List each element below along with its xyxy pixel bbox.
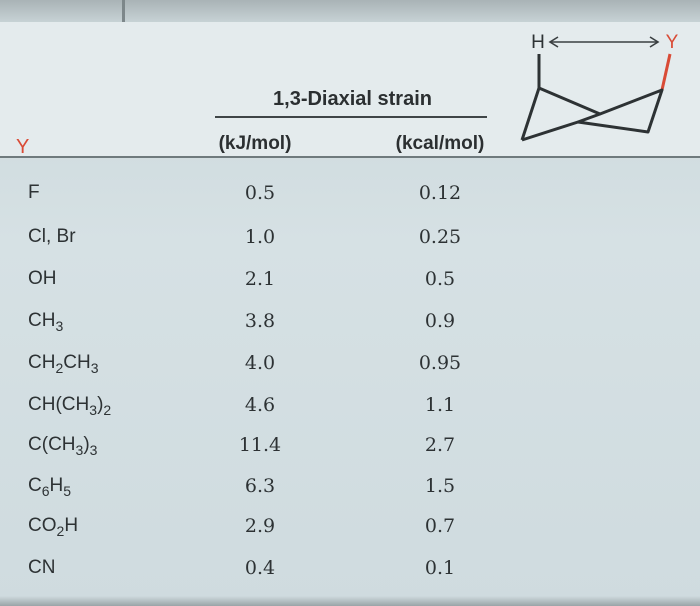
ring-inner-bond xyxy=(577,112,601,124)
kj-cell: 0.4 xyxy=(244,557,276,579)
column-header-kcal: (kcal/mol) xyxy=(395,133,485,154)
kj-cell: 0.5 xyxy=(244,182,276,204)
substituent-cell: C(CH3)3 xyxy=(28,434,98,458)
kj-cell: 4.6 xyxy=(244,394,276,416)
table-row: CO2H 2.9 0.7 xyxy=(0,515,700,555)
kj-cell: 2.9 xyxy=(244,515,276,537)
table-row: C6H5 6.3 1.5 xyxy=(0,475,700,515)
substituent-cell: C6H5 xyxy=(28,475,72,499)
kj-cell: 6.3 xyxy=(244,475,276,497)
kcal-cell: 0.12 xyxy=(418,182,462,204)
kcal-cell: 1.5 xyxy=(424,475,456,497)
substituent-cell: Cl, Br xyxy=(28,226,76,247)
kj-cell: 3.8 xyxy=(244,310,276,332)
header-rule xyxy=(0,156,700,158)
table-row: CH(CH3)2 4.6 1.1 xyxy=(0,394,700,434)
table-row: CH3 3.8 0.9 xyxy=(0,310,700,350)
kj-cell: 11.4 xyxy=(238,434,282,456)
substituent-cell: CH2CH3 xyxy=(28,352,99,376)
kj-cell: 2.1 xyxy=(244,268,276,290)
diagram-h-label: H xyxy=(531,32,545,53)
axial-bond-y xyxy=(660,53,672,91)
cyclohexane-ring xyxy=(520,86,664,142)
kcal-cell: 2.7 xyxy=(424,434,456,456)
arrow-head-left xyxy=(548,36,559,48)
kcal-cell: 1.1 xyxy=(424,394,456,416)
table-row: F 0.5 0.12 xyxy=(0,182,700,222)
arrow-head-right xyxy=(649,36,660,48)
kcal-cell: 0.25 xyxy=(418,226,462,248)
table-row: CH2CH3 4.0 0.95 xyxy=(0,352,700,392)
kcal-cell: 0.5 xyxy=(424,268,456,290)
table-row: OH 2.1 0.5 xyxy=(0,268,700,308)
group-title: 1,3-Diaxial strain xyxy=(273,88,432,110)
substituent-cell: CH(CH3)2 xyxy=(28,394,112,418)
column-header-y: Y xyxy=(16,136,30,158)
diagram-y-label: Y xyxy=(666,32,679,53)
table-row: C(CH3)3 11.4 2.7 xyxy=(0,434,700,474)
divider xyxy=(122,0,125,22)
kcal-cell: 0.9 xyxy=(424,310,456,332)
table-row: Cl, Br 1.0 0.25 xyxy=(0,226,700,266)
kcal-cell: 0.1 xyxy=(424,557,456,579)
substituent-cell: OH xyxy=(28,268,57,289)
table-row: CN 0.4 0.1 xyxy=(0,557,700,597)
substituent-cell: CH3 xyxy=(28,310,64,334)
top-strip xyxy=(0,0,700,22)
kcal-cell: 0.95 xyxy=(418,352,462,374)
substituent-cell: CN xyxy=(28,557,56,578)
cyclohexane-diagram: H Y xyxy=(520,32,679,142)
kj-cell: 1.0 xyxy=(244,226,276,248)
header-band xyxy=(0,22,700,157)
group-rule xyxy=(215,116,487,118)
substituent-cell: F xyxy=(28,182,40,203)
page-bottom-edge xyxy=(0,596,700,606)
substituent-cell: CO2H xyxy=(28,515,79,539)
column-header-kj: (kJ/mol) xyxy=(218,133,292,154)
kcal-cell: 0.7 xyxy=(424,515,456,537)
kj-cell: 4.0 xyxy=(244,352,276,374)
